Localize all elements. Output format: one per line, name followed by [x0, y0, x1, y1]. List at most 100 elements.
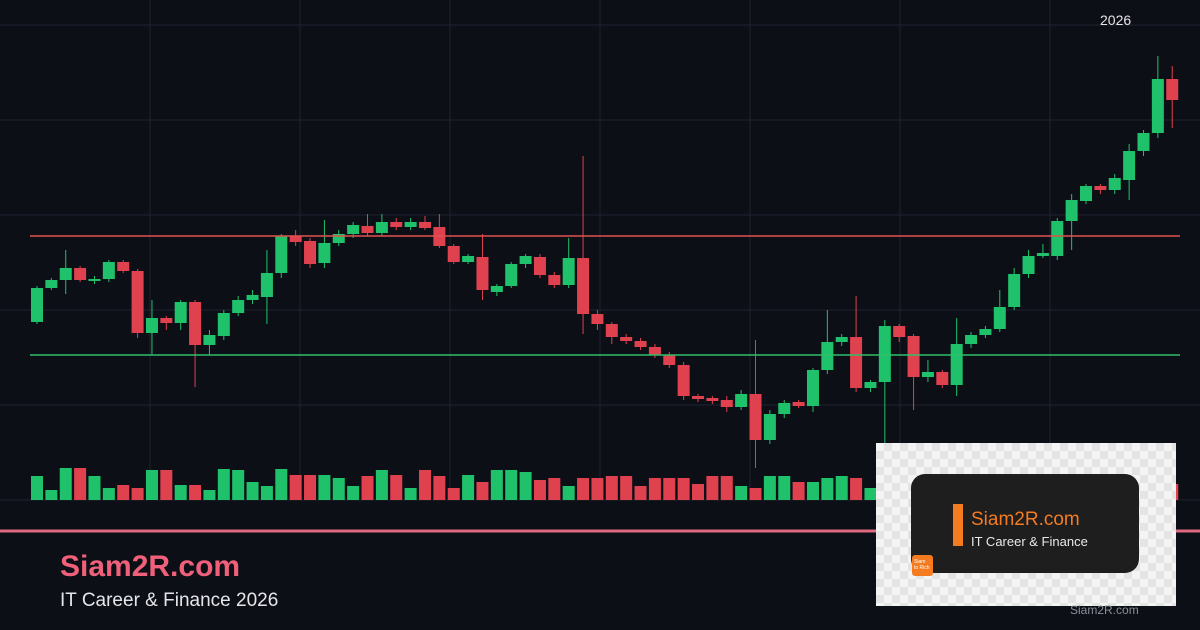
brand-title: Siam2R.com [60, 550, 241, 583]
candle-body [304, 241, 317, 264]
volume-bar [648, 478, 661, 500]
volume-bar [390, 475, 403, 500]
grid [0, 0, 1200, 501]
candle-body [605, 324, 618, 337]
volume-bar [160, 470, 173, 500]
volume-bar [74, 468, 87, 500]
candle-body [864, 382, 877, 388]
candle-body [936, 372, 949, 385]
volume-bar [864, 488, 877, 500]
candle-body [332, 234, 345, 243]
candle-body [850, 337, 863, 388]
volume-bar [692, 484, 705, 500]
candle-body [533, 257, 546, 275]
candle-body [1123, 151, 1136, 180]
volume-bar [361, 476, 374, 500]
candle-body [878, 326, 891, 382]
candle-body [31, 288, 43, 322]
candle-body [1166, 79, 1179, 100]
candle-body [246, 295, 259, 300]
volume-bar [663, 478, 676, 500]
logo-tagline: IT Career & Finance [971, 534, 1088, 549]
plot [30, 56, 1180, 500]
volume-bar [217, 469, 230, 500]
volume-bar [260, 486, 273, 500]
candle-body [117, 262, 130, 271]
candle-body [160, 318, 173, 323]
candle-body [131, 271, 144, 333]
candle-body [907, 336, 920, 377]
candle-body [318, 243, 331, 263]
candle-body [1051, 221, 1064, 256]
volume-bar [476, 482, 489, 500]
candle-body [1151, 79, 1164, 133]
candle-body [361, 226, 374, 233]
candle-body [648, 347, 661, 355]
candle-body [1108, 178, 1121, 190]
candle-body [1008, 274, 1021, 307]
candle-body [217, 313, 230, 336]
candle-body [735, 394, 748, 407]
candle-body [893, 326, 906, 337]
volume-bar [131, 488, 144, 500]
candle-body [145, 318, 158, 333]
volume-bar [605, 476, 618, 500]
volume-bar [289, 475, 302, 500]
volume-bar [433, 476, 446, 500]
volume-bar [562, 486, 575, 500]
volume-bar [332, 478, 345, 500]
brand-subtitle: IT Career & Finance 2026 [60, 590, 279, 611]
volume-bar [533, 480, 546, 500]
volume-bar [763, 476, 776, 500]
volume-bar [246, 482, 259, 500]
volume-bar [45, 490, 58, 500]
volume-bar [749, 488, 762, 500]
candle-body [1080, 186, 1093, 201]
candle-body [203, 335, 216, 345]
volume-bar [145, 470, 158, 500]
volume-bar [347, 486, 360, 500]
candle-body [505, 264, 518, 286]
volume-bar [519, 472, 532, 500]
volume-bar [102, 488, 115, 500]
candle-body [289, 236, 302, 242]
candle-body [792, 402, 805, 406]
candle-body [260, 273, 273, 297]
volume-bar [404, 488, 417, 500]
volume-bar [591, 478, 604, 500]
candle-body [476, 257, 489, 290]
logo-card: Siam2R.com IT Career & Finance Siam to R… [911, 474, 1139, 576]
candle-body [548, 275, 561, 285]
candle-body [102, 262, 115, 279]
candle-body [979, 329, 992, 335]
year-label: 2026 [1100, 12, 1132, 28]
candle-body [174, 302, 187, 323]
candle-body [591, 314, 604, 324]
candle-body [806, 370, 819, 406]
volume-bar [720, 476, 733, 500]
volume-bar [792, 482, 805, 500]
volume-bar [117, 485, 130, 500]
candle-body [45, 280, 58, 288]
candle-body [59, 268, 72, 280]
watermark: Siam2R.com [1070, 603, 1139, 617]
volume-bar [189, 485, 202, 500]
candle-body [663, 355, 676, 365]
candle-body [562, 258, 575, 285]
candle-body [677, 365, 690, 396]
logo-title: Siam2R.com [971, 509, 1080, 530]
candle-body [706, 398, 719, 401]
candle-body [577, 258, 590, 314]
candle-body [692, 396, 705, 399]
candle-body [950, 344, 963, 385]
volume-bar [806, 482, 819, 500]
volume-bar [850, 478, 863, 500]
candle-body [462, 256, 475, 262]
candle-body [275, 236, 288, 273]
volume-bar [447, 488, 460, 500]
candle-body [821, 342, 834, 370]
volume-bar [174, 485, 187, 500]
volume-bar [706, 476, 719, 500]
volume-bar [821, 478, 834, 500]
